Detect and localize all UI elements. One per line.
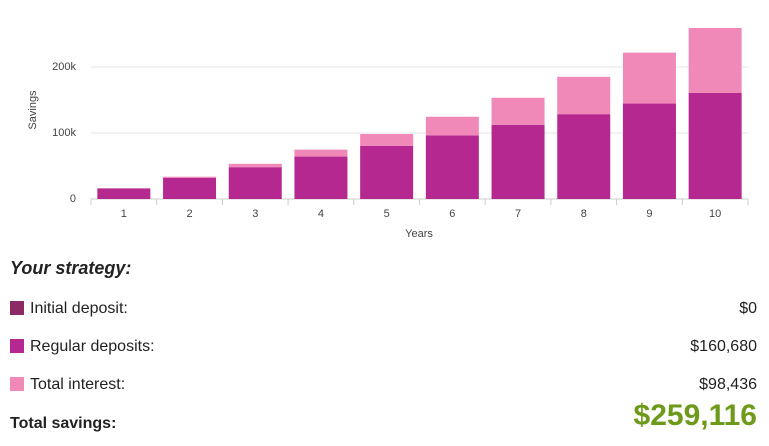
bar-segment xyxy=(294,156,348,199)
x-tick-label: 7 xyxy=(515,208,521,220)
summary-row: Regular deposits: $160,680 xyxy=(10,335,757,359)
bar-segment xyxy=(491,124,545,199)
bar-segment xyxy=(425,135,479,199)
x-tick-label: 3 xyxy=(252,208,258,220)
x-tick-label: 6 xyxy=(449,208,455,220)
swatch xyxy=(10,377,24,391)
summary-row: Total interest: $98,436 xyxy=(10,373,757,397)
item-value: $0 xyxy=(739,300,757,317)
bar-segment xyxy=(360,145,414,199)
bar-segment xyxy=(97,188,151,199)
x-tick-label: 8 xyxy=(581,208,587,220)
bar-segment xyxy=(425,116,479,136)
bar-segment xyxy=(688,92,742,199)
bar-segment xyxy=(622,52,676,104)
item-value: $98,436 xyxy=(699,376,757,393)
item-label: Initial deposit: xyxy=(30,300,128,317)
y-tick-label: 0 xyxy=(70,193,76,205)
swatch xyxy=(10,339,24,353)
y-tick-label: 100k xyxy=(52,127,76,139)
bar-segment xyxy=(688,27,742,93)
item-value: $160,680 xyxy=(690,338,757,355)
x-axis-label: Years xyxy=(405,228,433,240)
bar-segment xyxy=(491,97,545,125)
bar-segment xyxy=(557,114,611,199)
bar-segment xyxy=(228,167,282,199)
summary-title: Your strategy: xyxy=(10,258,132,278)
bar-segment xyxy=(622,103,676,199)
x-tick-label: 5 xyxy=(384,208,390,220)
bar-segment xyxy=(294,149,348,157)
x-tick-label: 2 xyxy=(186,208,192,220)
bar-segment xyxy=(360,133,414,146)
item-label: Total interest: xyxy=(30,376,126,393)
y-tick-label: 200k xyxy=(52,61,76,73)
x-tick-label: 1 xyxy=(121,208,127,220)
bar-segment xyxy=(163,176,217,178)
y-axis-label: Savings xyxy=(27,90,39,130)
x-tick-label: 10 xyxy=(709,208,721,220)
swatch xyxy=(10,301,24,315)
bar-segment xyxy=(557,76,611,115)
total-row: Total savings: $259,116 xyxy=(10,401,757,436)
summary-row: Initial deposit: $0 xyxy=(10,297,757,321)
total-label: Total savings: xyxy=(10,415,117,432)
bar-segment xyxy=(163,177,217,199)
x-tick-label: 4 xyxy=(318,208,324,220)
bar-segment xyxy=(228,163,282,168)
summary: Your strategy: Initial deposit: $0 Regular… xyxy=(10,0,757,446)
item-label: Regular deposits: xyxy=(30,338,155,355)
x-tick-label: 9 xyxy=(646,208,652,220)
total-value: $259,116 xyxy=(633,399,757,432)
chart: Savings Years 0 100k 200k 1 2 3 4 5 6 7 8 9 10 xyxy=(27,27,749,240)
